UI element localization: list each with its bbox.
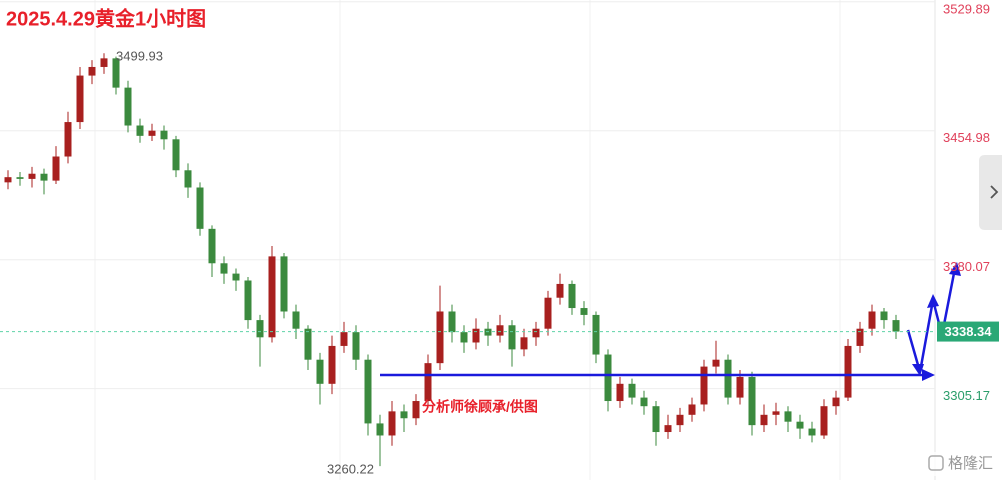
candle-body xyxy=(688,404,696,415)
candle-body xyxy=(52,156,60,181)
side-tab-arrow[interactable] xyxy=(990,185,999,199)
candle-body xyxy=(196,187,204,229)
candle-body xyxy=(184,170,192,188)
candle-body xyxy=(712,359,720,367)
candle-body xyxy=(112,58,120,88)
last-price-tag xyxy=(937,321,999,342)
candles xyxy=(4,53,900,467)
candle-body xyxy=(748,376,756,426)
arrow-head xyxy=(949,262,961,276)
candle-body xyxy=(772,411,780,415)
candle-body xyxy=(460,332,468,343)
candle-body xyxy=(88,66,96,76)
arrow-head xyxy=(927,294,939,308)
candle-body xyxy=(568,283,576,309)
candle-body xyxy=(856,328,864,346)
watermark-logo xyxy=(928,455,944,471)
candle-body xyxy=(580,308,588,315)
candle-body xyxy=(268,256,276,338)
candle-body xyxy=(628,383,636,398)
candle-body xyxy=(436,311,444,364)
candle-body xyxy=(760,414,768,426)
candle-body xyxy=(736,376,744,398)
candle-body xyxy=(76,75,84,123)
analysis-drawing xyxy=(380,262,961,381)
candle-body xyxy=(820,406,828,436)
candle-body xyxy=(616,383,624,402)
candle-body xyxy=(280,256,288,312)
candle-body xyxy=(484,328,492,336)
side-tab[interactable] xyxy=(979,155,1002,230)
y-tick-label: 3529.89 xyxy=(943,1,990,16)
candle-body xyxy=(676,414,684,426)
high-label: 3499.93 xyxy=(116,49,163,64)
candle-body xyxy=(100,58,108,67)
candle-body xyxy=(424,363,432,402)
candle-body xyxy=(376,423,384,436)
candle-body xyxy=(340,332,348,346)
candle-body xyxy=(724,359,732,398)
chart-title: 2025.4.29黄金1小时图 xyxy=(6,6,206,30)
candle-body xyxy=(412,401,420,419)
candle-body xyxy=(640,397,648,407)
candle-body xyxy=(64,122,72,157)
candle-body xyxy=(232,273,240,281)
candle-body xyxy=(136,125,144,136)
last-price-label: 3338.34 xyxy=(945,324,993,339)
candle-body xyxy=(148,130,156,136)
forecast-path xyxy=(906,267,957,373)
y-tick-label: 3454.98 xyxy=(943,130,990,145)
candle-body xyxy=(652,406,660,433)
watermark: 格隆汇 xyxy=(948,455,993,472)
candle-body xyxy=(28,173,36,179)
candle-body xyxy=(352,332,360,360)
candle-body xyxy=(832,397,840,407)
candle-body xyxy=(472,328,480,343)
candle-body xyxy=(40,173,48,181)
candle-body xyxy=(880,311,888,321)
grid xyxy=(0,1,935,390)
candle-body xyxy=(532,328,540,338)
candle-body xyxy=(160,130,168,140)
candle-body xyxy=(220,263,228,274)
candle-body xyxy=(316,359,324,384)
candle-body xyxy=(328,345,336,384)
candle-body xyxy=(304,328,312,360)
arrow-head xyxy=(922,369,935,381)
low-label: 3260.22 xyxy=(327,462,374,477)
candle-body xyxy=(844,345,852,398)
candle-body xyxy=(700,366,708,405)
y-tick-label: 3305.17 xyxy=(943,388,990,403)
candle-body xyxy=(172,139,180,171)
candle-body xyxy=(592,314,600,355)
candle-body xyxy=(256,320,264,338)
candle-body xyxy=(784,411,792,422)
candle-body xyxy=(796,421,804,429)
candle-body xyxy=(4,177,12,183)
candle-body xyxy=(808,428,816,436)
candle-body xyxy=(508,325,516,350)
arrow-head xyxy=(912,364,924,376)
candle-body xyxy=(892,320,900,332)
candle-body xyxy=(496,325,504,336)
candle-body xyxy=(388,411,396,436)
candle-body xyxy=(292,311,300,329)
annotation: 分析师徐顾承/供图 xyxy=(422,399,538,415)
candle-body xyxy=(208,228,216,264)
candle-body xyxy=(124,87,132,126)
candle-body xyxy=(16,177,24,179)
candle-body xyxy=(400,411,408,419)
candle-body xyxy=(244,280,252,321)
candle-body xyxy=(544,297,552,329)
candle-body xyxy=(604,354,612,402)
candle-body xyxy=(520,337,528,350)
candle-body xyxy=(448,311,456,333)
candle-body xyxy=(868,311,876,329)
candle-body xyxy=(556,283,564,298)
y-tick-label: 3380.07 xyxy=(943,259,990,274)
candle-body xyxy=(364,359,372,424)
candle-body xyxy=(664,425,672,433)
